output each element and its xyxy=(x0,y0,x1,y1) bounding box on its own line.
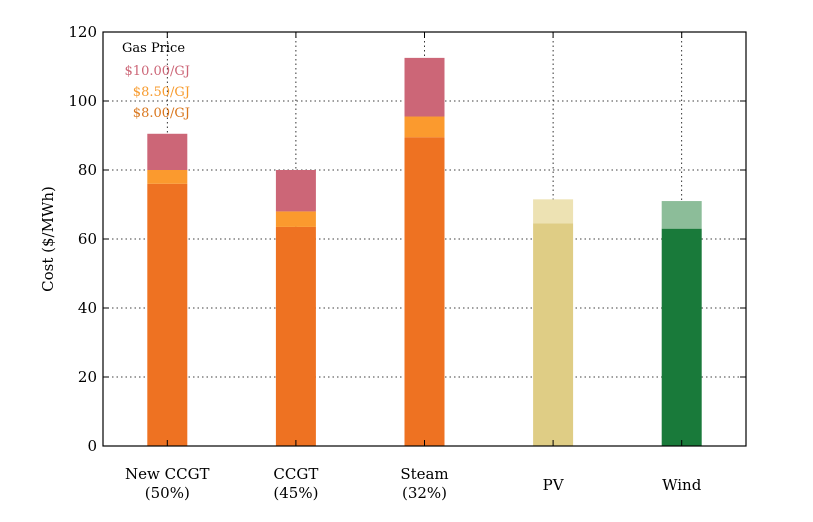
y-tick-label: 100 xyxy=(68,92,97,110)
bar-segment xyxy=(275,211,316,227)
bar-segment xyxy=(404,57,445,117)
y-axis-label: Cost ($/MWh) xyxy=(39,186,57,292)
x-tick-label: PV xyxy=(543,476,565,494)
y-tick-label: 0 xyxy=(87,437,97,455)
legend-entry: $8.00/GJ xyxy=(133,106,190,121)
bar-segment xyxy=(147,170,188,184)
y-tick-label: 120 xyxy=(68,23,97,41)
legend-entry: $10.00/GJ xyxy=(125,64,190,79)
y-tick-label: 40 xyxy=(78,299,97,317)
y-tick-label: 20 xyxy=(78,368,97,386)
bar-segment xyxy=(404,116,445,138)
bar-segment xyxy=(275,226,316,446)
bar-segment xyxy=(661,228,702,446)
bar-segment xyxy=(533,199,574,224)
bar-segment xyxy=(404,137,445,446)
x-tick-sublabel: (50%) xyxy=(145,484,190,502)
bar-segment xyxy=(533,223,574,446)
legend-entry: $8.50/GJ xyxy=(133,85,190,100)
bar-segment xyxy=(661,201,702,229)
x-tick-sublabel: (32%) xyxy=(402,484,447,502)
x-tick-label: CCGT xyxy=(273,465,318,483)
x-tick-sublabel: (45%) xyxy=(273,484,318,502)
bar-segment xyxy=(147,133,188,170)
x-tick-label: Steam xyxy=(400,465,448,483)
bar-segment xyxy=(147,183,188,447)
y-axis: 0 20 40 60 80 100 120 xyxy=(68,23,746,455)
bars-group xyxy=(147,57,702,447)
legend-title: Gas Price xyxy=(122,41,185,56)
y-tick-label: 60 xyxy=(78,230,97,248)
y-tick-label: 80 xyxy=(78,161,97,179)
bar-segment xyxy=(275,170,316,212)
x-tick-label: Wind xyxy=(662,476,702,494)
x-tick-label: New CCGT xyxy=(125,465,210,483)
legend: Gas Price $10.00/GJ $8.50/GJ $8.00/GJ xyxy=(122,41,190,121)
x-axis: New CCGT(50%) CCGT(45%) Steam(32%) PV Wind xyxy=(125,32,702,502)
